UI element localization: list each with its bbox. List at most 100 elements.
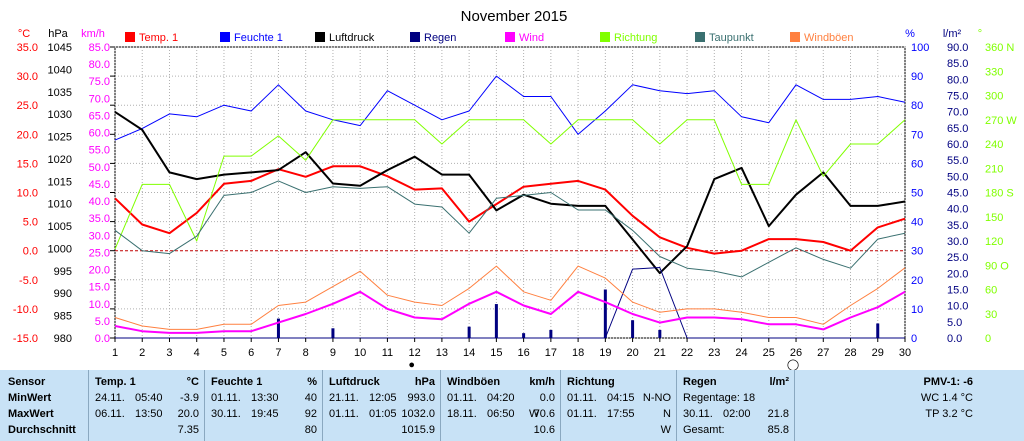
axis-tick-label: 60.0 [89,128,110,140]
moon-phase-icon: ◯ [787,359,799,370]
axis-unit-label: km/h [81,28,105,40]
legend-label: Wind [519,32,544,44]
axis-tick-label: 1000 [48,243,72,255]
rain-max-date: 30.11. [683,408,713,420]
stats-row-avg: Durchschnitt [8,424,76,436]
legend-swatch [695,32,705,42]
rain-bar [549,329,553,338]
rain-bar [603,289,607,338]
gusts-title: Windböen [447,376,501,388]
temp-min-value: -3.9 [180,392,199,404]
temp-unit: °C [186,376,199,388]
stats-row-max: MaxWert [8,408,54,420]
axis-tick-label: 1045 [48,42,72,54]
x-tick-label: 1 [112,347,118,359]
temp-min-time: 05:40 [135,392,163,404]
axis-tick-label: 10.0 [947,301,968,313]
axis-tick-label: -10.0 [13,304,38,316]
axis-tick-label: 50 [911,188,923,200]
pressure-max-value: 1032.0 [401,408,435,420]
axis-tick-label: 330 [985,66,1003,78]
axis-tick-label: 20.0 [947,268,968,280]
direction-max-time: 17:55 [607,408,635,420]
axis-tick-label: 180 S [985,188,1014,200]
series-line-richtung [114,119,906,250]
stats-row-min: MinWert [8,392,52,404]
axis-tick-label: 30 [985,309,997,321]
x-tick-label: 2 [139,347,145,359]
humidity-avg-value: 80 [304,424,317,436]
axis-tick-label: 1040 [48,64,72,76]
rain-bar [658,329,662,338]
pressure-unit: hPa [414,376,435,388]
direction-max-value: N [663,408,671,420]
rain-total-value: 85.8 [767,424,789,436]
rain-days: Regentage: 18 [683,392,756,404]
stats-col-direction: Richtung 01.11. 04:15 N-NO 01.11. 17:55 … [560,370,677,441]
axis-tick-label: 55.0 [947,155,968,167]
humidity-max-time: 19:45 [251,408,279,420]
axis-tick-label: 20.0 [89,265,110,277]
gusts-min-time: 04:20 [487,392,515,404]
series-line-feuchte-1 [114,75,906,141]
axis-tick-label: 90 O [985,260,1009,272]
series-lines [114,75,906,339]
gusts-max-date: 18.11. [447,408,477,420]
pmv-windchill: WC 1.4 °C [920,392,973,404]
pmv-dewpoint: TP 3.2 °C [925,408,973,420]
axis-tick-label: 1030 [48,109,72,121]
legend-swatch [315,32,325,42]
x-tick-label: 28 [844,347,856,359]
series-line-regen [115,267,905,339]
x-tick-label: 20 [626,347,638,359]
series-line-taupunkt [114,180,906,278]
direction-min-value: N-NO [642,392,671,404]
direction-min-date: 01.11. [567,392,597,404]
axis-tick-label: 30 [911,246,923,258]
legend-label: Feuchte 1 [234,32,283,44]
rain-bar [876,323,880,338]
humidity-unit: % [307,376,317,388]
axis-tick-label: 85.0 [947,58,968,70]
axis-tick-label: 70 [911,129,923,141]
statistics-panel: Sensor MinWert MaxWert Durchschnitt Temp… [0,370,1024,441]
axis-tick-label: 90.0 [947,42,968,54]
humidity-min-time: 13:30 [251,392,279,404]
rain-total-label: Gesamt: [683,424,725,436]
axis-tick-label: 5.0 [95,316,110,328]
axis-tick-label: 0 [911,333,917,345]
x-tick-label: 8 [303,347,309,359]
stats-col-sensor: Sensor MinWert MaxWert Durchschnitt [0,370,88,441]
axis-tick-label: 45.0 [89,179,110,191]
gusts-max-value: 70.6 [533,408,555,420]
humidity-title: Feuchte 1 [211,376,263,388]
axis-tick-label: 360 N [985,42,1014,54]
direction-avg-value: W [660,424,671,436]
axis-tick-label: 0.0 [23,246,38,258]
axis-unit-label: l/m² [943,28,962,40]
humidity-max-date: 30.11. [211,408,241,420]
humidity-min-date: 01.11. [211,392,241,404]
axis-tick-label: -15.0 [13,333,38,345]
x-tick-label: 9 [330,347,336,359]
legend-label: Regen [424,32,456,44]
chart-legend: Temp. 1 Feuchte 1 Luftdruck Regen Wind Richtu… [125,32,854,44]
axis-tick-label: 120 [985,236,1003,248]
axis-tick-label: 55.0 [89,145,110,157]
stats-col-gusts: Windböen km/h 01.11. 04:20 0.0 18.11. 06… [440,370,561,441]
axis-unit-label: % [905,28,915,40]
axis-tick-label: 35.0 [17,42,38,54]
humidity-min-value: 40 [304,392,317,404]
axis-tick-label: 40 [911,217,923,229]
axis-tick-label: 1010 [48,199,72,211]
x-tick-label: 16 [517,347,529,359]
series-line-luftdruck [114,111,906,275]
x-tick-label: 15 [490,347,502,359]
x-tick-label: 17 [545,347,557,359]
stats-col-pressure: Luftdruck hPa 21.11. 12:05 993.0 01.11. … [322,370,441,441]
temp-max-value: 20.0 [177,408,199,420]
axis-units: °C hPa km/h% l/m² ° [18,28,982,40]
plot-frame [114,46,906,339]
axis-tick-label: 0 [985,333,991,345]
legend-label: Richtung [614,32,657,44]
